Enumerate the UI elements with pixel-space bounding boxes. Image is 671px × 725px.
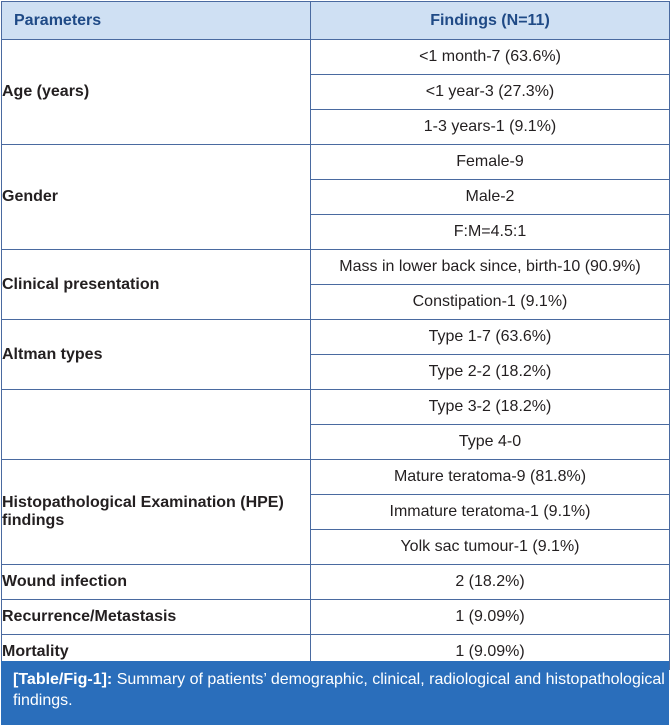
finding-cell: 1 (9.09%)	[310, 599, 670, 635]
finding-cell: 1-3 years-1 (9.1%)	[310, 109, 670, 145]
table-row: 1-3 years-1 (9.1%)	[2, 109, 670, 145]
finding-cell: <1 month-7 (63.6%)	[310, 39, 670, 75]
header-findings: Findings (N=11)	[310, 1, 670, 40]
table-row: Immature teratoma-1 (9.1%)	[2, 494, 670, 530]
finding-cell: Type 2-2 (18.2%)	[310, 354, 670, 390]
finding-cell: Type 4-0	[310, 424, 670, 460]
table-row: Age (years) <1 month-7 (63.6%)	[1, 39, 670, 145]
table-row: Histopathological Examination (HPE) find…	[1, 459, 670, 565]
header-parameters: Parameters	[1, 1, 311, 40]
parameter-cell	[1, 389, 311, 460]
finding-cell: Immature teratoma-1 (9.1%)	[310, 494, 670, 530]
table-row: Clinical presentation Mass in lower back …	[1, 249, 670, 320]
caption-label: [Table/Fig-1]:	[13, 671, 113, 688]
finding-cell: Type 1-7 (63.6%)	[310, 319, 670, 355]
summary-table: Parameters Findings (N=11) Age (years) <1…	[1, 1, 670, 670]
finding-cell: Type 3-2 (18.2%)	[310, 389, 670, 425]
table-body: Age (years) <1 month-7 (63.6%) <1 year-3 (…	[1, 39, 670, 670]
finding-cell: Constipation-1 (9.1%)	[310, 284, 670, 320]
parameter-cell: Clinical presentation	[1, 249, 311, 320]
parameter-cell: Altman types	[1, 319, 311, 390]
finding-cell: Mature teratoma-9 (81.8%)	[310, 459, 670, 495]
finding-cell: Male-2	[310, 179, 670, 215]
finding-cell: <1 year-3 (27.3%)	[310, 74, 670, 110]
parameter-cell: Wound infection	[1, 564, 311, 600]
table-row: Type 2-2 (18.2%)	[2, 354, 670, 390]
table-row: F:M=4.5:1	[2, 214, 670, 250]
finding-cell: 2 (18.2%)	[310, 564, 670, 600]
table-header-row: Parameters Findings (N=11)	[1, 1, 670, 40]
table-caption: [Table/Fig-1]: Summary of patients’ demo…	[1, 661, 669, 725]
table-row: Wound infection 2 (18.2%)	[1, 564, 670, 600]
table-row: Recurrence/Metastasis 1 (9.09%)	[1, 599, 670, 635]
table-row: <1 year-3 (27.3%)	[2, 74, 670, 110]
caption-text: Summary of patients’ demographic, clinic…	[13, 671, 665, 709]
finding-cell: F:M=4.5:1	[310, 214, 670, 250]
finding-cell: Yolk sac tumour-1 (9.1%)	[310, 529, 670, 565]
parameter-cell: Recurrence/Metastasis	[1, 599, 311, 635]
table-row: Gender Female-9	[1, 144, 670, 250]
parameter-cell: Age (years)	[1, 39, 311, 145]
finding-cell: Female-9	[310, 144, 670, 180]
table-row: Type 4-0	[2, 424, 670, 460]
table-row: Altman types Type 1-7 (63.6%)	[1, 319, 670, 390]
table-row: Type 3-2 (18.2%)	[1, 389, 670, 460]
finding-cell: Mass in lower back since, birth-10 (90.9…	[310, 249, 670, 285]
table-row: Constipation-1 (9.1%)	[2, 284, 670, 320]
table-row: Yolk sac tumour-1 (9.1%)	[2, 529, 670, 565]
parameter-cell: Gender	[1, 144, 311, 250]
parameter-cell: Histopathological Examination (HPE) find…	[1, 459, 311, 565]
